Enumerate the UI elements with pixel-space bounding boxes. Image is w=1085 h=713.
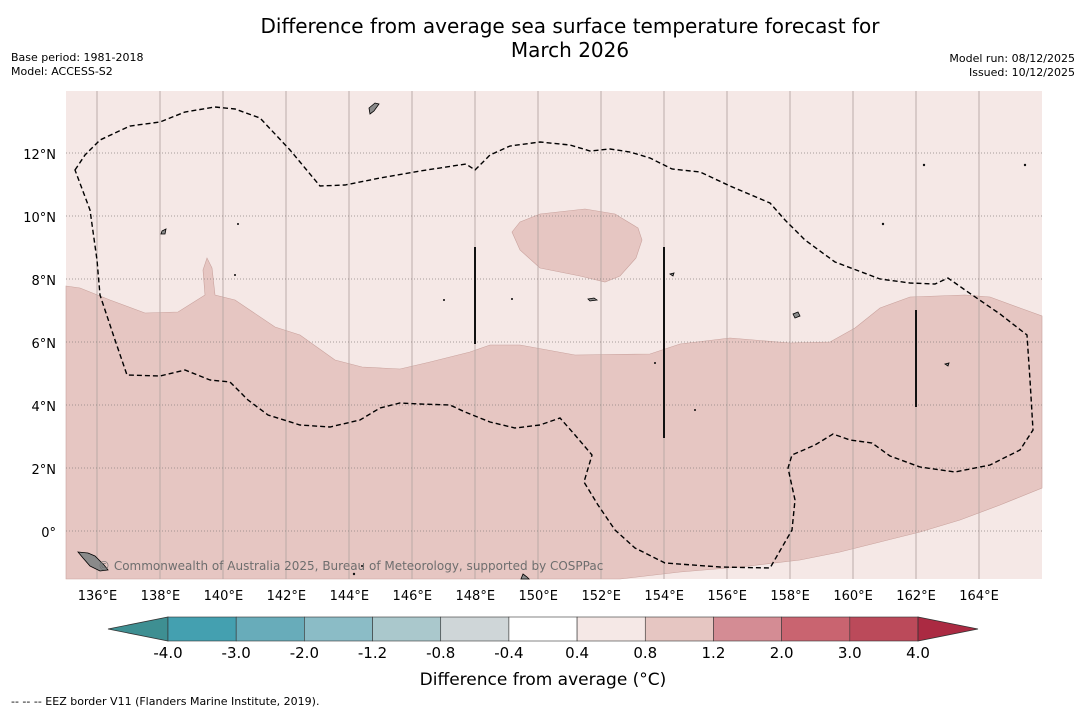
colorbar-tick-label: -3.0 bbox=[222, 644, 251, 662]
lat-tick-label: 12°N bbox=[23, 148, 56, 163]
colorbar-tick-label: 3.0 bbox=[838, 644, 862, 662]
colorbar-tick-label: -0.8 bbox=[426, 644, 455, 662]
island bbox=[160, 228, 167, 235]
axis-labels: 12°N 10°N 8°N 6°N 4°N 2°N 0° 136°E 138°E 140°E 142… bbox=[23, 148, 999, 604]
islet bbox=[352, 572, 356, 576]
base-period: Base period: 1981-2018 bbox=[11, 51, 144, 64]
lon-tick-label: 148°E bbox=[456, 589, 496, 604]
island bbox=[520, 573, 530, 580]
colorbar-tick-label: 0.8 bbox=[633, 644, 657, 662]
boundary-segments bbox=[474, 247, 917, 438]
lon-tick-label: 162°E bbox=[896, 589, 936, 604]
colorbar-tick-label: 2.0 bbox=[770, 644, 794, 662]
lon-tick-label: 154°E bbox=[644, 589, 684, 604]
colorbar-segment bbox=[576, 616, 646, 642]
islet bbox=[233, 273, 236, 276]
colorbar-tick-label: -4.0 bbox=[153, 644, 182, 662]
islet bbox=[442, 298, 445, 301]
colorbar-tick-label: -2.0 bbox=[290, 644, 319, 662]
lon-tick-label: 140°E bbox=[204, 589, 244, 604]
colorbar-tick-label: 0.4 bbox=[565, 644, 589, 662]
lat-tick-label: 2°N bbox=[32, 463, 57, 478]
colorbar-tick-label: -0.4 bbox=[494, 644, 523, 662]
lon-tick-label: 144°E bbox=[330, 589, 370, 604]
colorbar-segment bbox=[167, 616, 237, 642]
colorbar-tick-label: 4.0 bbox=[906, 644, 930, 662]
lon-tick-label: 146°E bbox=[393, 589, 433, 604]
land-features bbox=[77, 102, 1027, 580]
longitude-grid bbox=[96, 91, 980, 579]
colorbar-segment bbox=[781, 616, 851, 642]
lat-tick-label: 6°N bbox=[32, 337, 57, 352]
lon-tick-label: 142°E bbox=[267, 589, 307, 604]
colorbar-segment bbox=[644, 616, 714, 642]
meta-right: Model run: 08/12/2025 Issued: 10/12/2025 bbox=[949, 52, 1075, 80]
colorbar-tick-label: -1.2 bbox=[358, 644, 387, 662]
colorbar-tick-label: 1.2 bbox=[702, 644, 726, 662]
eez-footnote: -- -- -- EEZ border V11 (Flanders Marine… bbox=[11, 695, 320, 708]
lon-tick-label: 160°E bbox=[833, 589, 873, 604]
title-line-2: March 2026 bbox=[510, 38, 630, 62]
lat-tick-label: 4°N bbox=[32, 400, 57, 415]
colorbar-extend-high bbox=[917, 616, 979, 642]
islet bbox=[654, 361, 657, 364]
colorbar-segment bbox=[235, 616, 305, 642]
island bbox=[587, 297, 599, 302]
island bbox=[944, 362, 950, 367]
island bbox=[77, 551, 109, 572]
lon-tick-label: 152°E bbox=[581, 589, 621, 604]
island bbox=[368, 102, 380, 115]
islet bbox=[694, 408, 697, 411]
colorbar-segment bbox=[508, 616, 578, 642]
lat-tick-label: 10°N bbox=[23, 211, 56, 226]
model-name: Model: ACCESS-S2 bbox=[11, 65, 113, 78]
colorbar-segment bbox=[372, 616, 442, 642]
colorbar-title: Difference from average (°C) bbox=[419, 670, 667, 690]
lon-tick-label: 150°E bbox=[518, 589, 558, 604]
colorbar-extend-low bbox=[107, 616, 169, 642]
island bbox=[669, 272, 675, 277]
lon-tick-label: 136°E bbox=[78, 589, 118, 604]
islet bbox=[881, 222, 885, 226]
copyright-notice: © Commonwealth of Australia 2025, Bureau… bbox=[98, 559, 603, 573]
islet bbox=[922, 163, 926, 167]
colorbar-segment bbox=[440, 616, 510, 642]
meta-left: Base period: 1981-2018 Model: ACCESS-S2 bbox=[11, 51, 143, 79]
model-run: Model run: 08/12/2025 bbox=[949, 52, 1075, 65]
lat-tick-label: 0° bbox=[41, 526, 56, 541]
eez-border bbox=[74, 106, 1034, 569]
lon-tick-label: 158°E bbox=[770, 589, 810, 604]
lat-tick-label: 8°N bbox=[32, 274, 57, 289]
colorbar: -4.0 -3.0 -2.0 -1.2 -0.8 -0.4 0.4 0.8 1.2 2.0 3.0 4… bbox=[107, 616, 979, 662]
map-title: Difference from average sea surface temp… bbox=[170, 14, 970, 62]
island bbox=[792, 311, 801, 319]
map-panel: © Commonwealth of Australia 2025, Bureau… bbox=[65, 91, 1043, 580]
colorbar-segment bbox=[304, 616, 373, 642]
islet bbox=[1023, 163, 1027, 167]
colorbar-segment bbox=[713, 616, 782, 642]
lon-tick-label: 164°E bbox=[959, 589, 999, 604]
islet bbox=[360, 565, 363, 568]
title-line-1: Difference from average sea surface temp… bbox=[260, 14, 880, 38]
lon-tick-label: 138°E bbox=[141, 589, 181, 604]
issued-date: Issued: 10/12/2025 bbox=[968, 66, 1075, 79]
warm-anomaly-patch bbox=[511, 208, 643, 283]
islet bbox=[236, 222, 239, 225]
warm-anomaly-band bbox=[65, 257, 1043, 580]
lon-tick-label: 156°E bbox=[707, 589, 747, 604]
islet bbox=[510, 297, 513, 300]
colorbar-segment bbox=[849, 616, 919, 642]
